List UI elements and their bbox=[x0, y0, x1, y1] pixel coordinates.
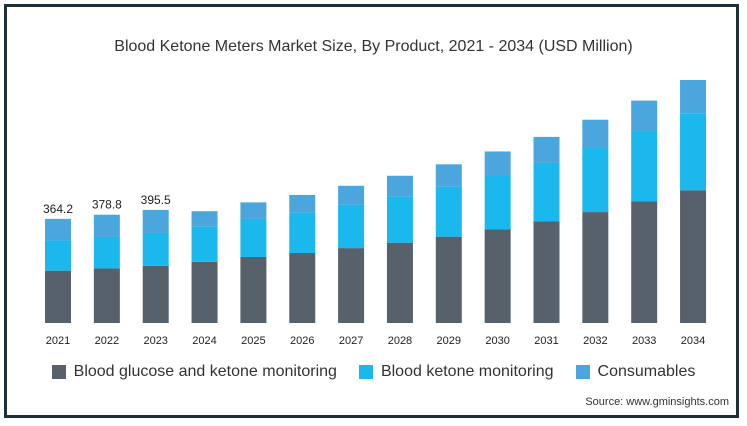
legend-swatch bbox=[358, 365, 373, 379]
x-tick-2030: 2030 bbox=[485, 335, 509, 347]
bar-segment-2022-series-0 bbox=[93, 268, 120, 323]
bar-segment-2022-series-1 bbox=[93, 236, 120, 269]
total-label-2021: 364.2 bbox=[43, 202, 73, 216]
chart-frame bbox=[4, 4, 739, 418]
bar-segment-2021-series-0 bbox=[45, 270, 71, 323]
legend-swatch bbox=[575, 365, 590, 379]
bar-segment-2027-series-0 bbox=[338, 248, 365, 323]
bar-segment-2030-series-2 bbox=[484, 151, 511, 176]
bar-segment-2033-series-1 bbox=[631, 131, 658, 202]
bar-segment-2032-series-2 bbox=[582, 119, 609, 149]
x-tick-2031: 2031 bbox=[534, 335, 558, 347]
bar-segment-2026-series-1 bbox=[289, 212, 316, 253]
chart-title: Blood Ketone Meters Market Size, By Prod… bbox=[114, 38, 633, 55]
bar-segment-2029-series-0 bbox=[435, 236, 462, 323]
bar-segment-2032-series-1 bbox=[582, 148, 609, 213]
x-tick-2029: 2029 bbox=[437, 335, 461, 347]
bar-segment-2028-series-1 bbox=[386, 196, 413, 243]
bar-segment-2029-series-2 bbox=[435, 164, 462, 187]
x-tick-2023: 2023 bbox=[143, 335, 167, 347]
x-tick-2021: 2021 bbox=[46, 335, 70, 347]
bar-segment-2028-series-0 bbox=[386, 242, 413, 323]
bar-segment-2033-series-2 bbox=[631, 100, 658, 132]
bar-segment-2031-series-2 bbox=[533, 136, 560, 163]
legend-label: Blood glucose and ketone monitoring bbox=[73, 363, 337, 380]
bar-segment-2025-series-2 bbox=[240, 202, 267, 219]
bar-segment-2022-series-2 bbox=[93, 214, 120, 237]
bar-segment-2023-series-1 bbox=[142, 232, 169, 266]
x-tick-2028: 2028 bbox=[388, 335, 412, 347]
x-tick-2025: 2025 bbox=[241, 335, 265, 347]
bar-segment-2026-series-2 bbox=[289, 194, 316, 213]
bar-segment-2031-series-0 bbox=[533, 221, 560, 323]
x-tick-2033: 2033 bbox=[632, 335, 656, 347]
bar-segment-2025-series-1 bbox=[240, 218, 267, 257]
bar-segment-2026-series-0 bbox=[289, 252, 316, 323]
x-tick-2027: 2027 bbox=[339, 335, 363, 347]
legend-item-ketone: Blood ketone monitoring bbox=[358, 363, 554, 381]
total-label-2022: 378.8 bbox=[92, 198, 122, 212]
bar-segment-2023-series-2 bbox=[142, 209, 169, 233]
bar-segment-2024-series-2 bbox=[191, 211, 218, 227]
bar-segment-2029-series-1 bbox=[435, 186, 462, 237]
bar-segment-2027-series-1 bbox=[338, 204, 365, 249]
legend-label: Consumables bbox=[597, 363, 696, 380]
bar-segment-2030-series-1 bbox=[484, 175, 511, 230]
x-tick-2034: 2034 bbox=[681, 335, 705, 347]
x-tick-2024: 2024 bbox=[192, 335, 216, 347]
bar-segment-2024-series-1 bbox=[191, 226, 218, 262]
total-label-2023: 395.5 bbox=[141, 193, 171, 207]
legend-item-consumables: Consumables bbox=[575, 363, 696, 381]
legend-item-glucose-ketone: Blood glucose and ketone monitoring bbox=[51, 363, 337, 381]
legend: Blood glucose and ketone monitoring Bloo… bbox=[0, 363, 747, 381]
x-tick-2032: 2032 bbox=[583, 335, 607, 347]
bar-segment-2030-series-0 bbox=[484, 229, 511, 323]
bar-segment-2032-series-0 bbox=[582, 212, 609, 323]
x-tick-labels: 2021 2022 2023 2024 2025 2026 2027 2028 2029 2030… bbox=[46, 335, 706, 347]
x-tick-2026: 2026 bbox=[290, 335, 314, 347]
bars-group bbox=[45, 80, 707, 323]
bar-segment-2025-series-0 bbox=[240, 256, 267, 323]
bar-segment-2031-series-1 bbox=[533, 162, 560, 222]
legend-swatch bbox=[51, 365, 66, 379]
total-value-labels: 364.2 378.8 395.5 bbox=[43, 193, 171, 216]
bar-segment-2034-series-1 bbox=[680, 113, 707, 191]
legend-label: Blood ketone monitoring bbox=[380, 363, 554, 380]
bar-segment-2034-series-2 bbox=[680, 80, 707, 114]
bar-segment-2034-series-0 bbox=[680, 190, 707, 323]
bar-segment-2023-series-0 bbox=[142, 265, 169, 323]
source-note: Source: www.gminsights.com bbox=[585, 396, 729, 408]
bar-segment-2021-series-2 bbox=[45, 218, 71, 241]
x-tick-2022: 2022 bbox=[95, 335, 119, 347]
bar-segment-2028-series-2 bbox=[386, 175, 413, 197]
bar-segment-2024-series-0 bbox=[191, 261, 218, 323]
bar-segment-2021-series-1 bbox=[45, 240, 71, 271]
bar-segment-2033-series-0 bbox=[631, 201, 658, 323]
bar-segment-2027-series-2 bbox=[338, 185, 365, 205]
